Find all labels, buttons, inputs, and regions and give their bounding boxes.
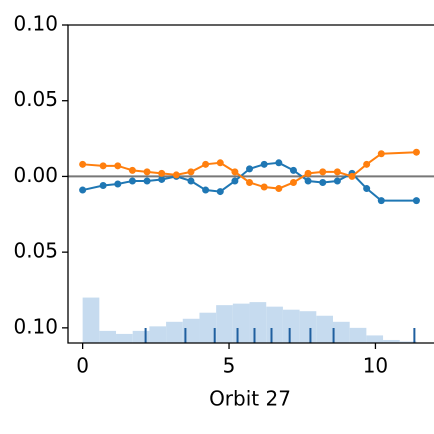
histogram-bar	[282, 309, 300, 343]
point	[377, 197, 385, 205]
point	[304, 177, 312, 185]
x-tick-label: 0	[76, 354, 89, 378]
point	[319, 178, 327, 186]
point	[275, 159, 283, 167]
point	[231, 177, 239, 185]
point	[114, 162, 122, 170]
point	[246, 165, 254, 173]
x-axis-label: Orbit 27	[209, 387, 291, 411]
histogram-bar	[232, 303, 250, 343]
series-line	[82, 151, 417, 190]
point	[99, 162, 107, 170]
histogram-bar	[82, 297, 100, 343]
histogram-bar	[366, 335, 384, 343]
histogram-bar	[383, 339, 400, 343]
point	[158, 175, 166, 183]
point	[363, 160, 371, 168]
point	[363, 185, 371, 193]
point	[333, 177, 341, 185]
axes-frame	[67, 24, 434, 344]
histogram-bar	[199, 312, 217, 343]
point	[304, 169, 312, 177]
point	[231, 168, 239, 176]
point	[216, 159, 224, 167]
point	[333, 168, 341, 176]
point	[319, 168, 327, 176]
point	[348, 172, 356, 180]
histogram-bar	[149, 326, 167, 343]
y-tick-label: 0.10	[13, 314, 58, 338]
point	[187, 168, 195, 176]
histogram-bar	[216, 305, 233, 343]
point	[412, 197, 420, 205]
histogram-bar	[332, 321, 350, 343]
point	[172, 171, 180, 179]
point	[260, 183, 268, 191]
point	[128, 166, 136, 174]
point	[187, 177, 195, 185]
histogram-bar	[166, 321, 183, 343]
histogram-bar	[132, 330, 150, 343]
histogram-bar	[99, 330, 117, 343]
point	[202, 160, 210, 168]
y-tick-label: 0.05	[13, 87, 58, 111]
x-tick-label: 10	[363, 354, 388, 378]
x-tick-label: 5	[223, 354, 236, 378]
point	[143, 177, 151, 185]
y-tick-label: 0.10	[13, 12, 58, 36]
y-tick-label: 0.05	[13, 239, 58, 263]
histogram-bar	[316, 315, 333, 343]
point	[202, 186, 210, 194]
point	[79, 186, 87, 194]
y-tick-label: 0.00	[13, 163, 58, 187]
histogram-bar	[249, 302, 267, 343]
point	[260, 160, 268, 168]
point	[275, 185, 283, 193]
point	[216, 188, 224, 196]
histogram-bar	[182, 318, 200, 343]
point	[143, 168, 151, 176]
point	[289, 166, 297, 174]
series-line	[82, 161, 417, 202]
point	[377, 150, 385, 158]
histogram-bar	[399, 341, 417, 343]
histogram-bar	[299, 311, 317, 343]
point	[99, 182, 107, 190]
histogram-bar	[349, 327, 367, 343]
point	[289, 178, 297, 186]
point	[246, 178, 254, 186]
point	[128, 177, 136, 185]
point	[114, 180, 122, 188]
histogram-bar	[266, 306, 283, 343]
point	[412, 148, 420, 156]
point	[158, 169, 166, 177]
histogram-bar	[116, 333, 133, 343]
point	[79, 160, 87, 168]
